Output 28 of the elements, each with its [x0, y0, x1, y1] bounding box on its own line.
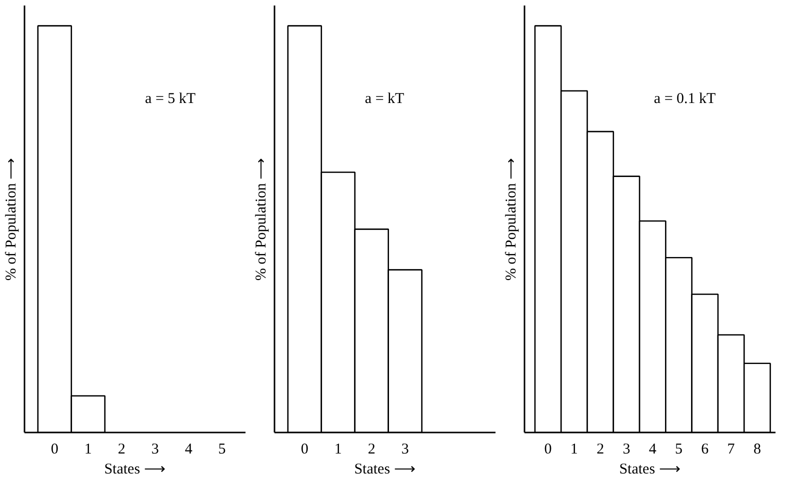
x-tick-label: 2 — [368, 442, 376, 458]
x-tick-label: 1 — [570, 442, 578, 458]
annotation: a = kT — [364, 91, 404, 108]
x-tick-label: 2 — [118, 442, 126, 458]
x-tick-label: 0 — [50, 442, 58, 458]
x-tick-label: 4 — [184, 442, 193, 458]
x-tick-label: 7 — [727, 442, 736, 458]
x-tick-label: 4 — [648, 442, 657, 458]
x-axis-title: States ⟶ — [619, 462, 681, 478]
x-tick-label: 1 — [334, 442, 342, 458]
x-tick-label: 3 — [151, 442, 159, 458]
x-tick-label: 8 — [753, 442, 761, 458]
annotation: a = 5 kT — [145, 91, 196, 108]
x-tick-label: 5 — [218, 442, 226, 458]
x-tick-label: 3 — [401, 442, 409, 458]
x-tick-label: 5 — [675, 442, 683, 458]
y-axis-title: % of Population ⟶ — [4, 157, 20, 281]
x-tick-label: 3 — [622, 442, 630, 458]
x-axis-title: States ⟶ — [104, 462, 166, 478]
x-tick-label: 0 — [544, 442, 552, 458]
y-axis-title: % of Population ⟶ — [504, 157, 520, 281]
x-tick-label: 6 — [701, 442, 710, 458]
annotation: a = 0.1 kT — [654, 91, 716, 108]
x-tick-label: 1 — [84, 442, 92, 458]
x-axis-title: States ⟶ — [354, 462, 416, 478]
y-axis-title: % of Population ⟶ — [254, 157, 270, 281]
x-tick-label: 0 — [300, 442, 308, 458]
x-tick-label: 2 — [596, 442, 604, 458]
